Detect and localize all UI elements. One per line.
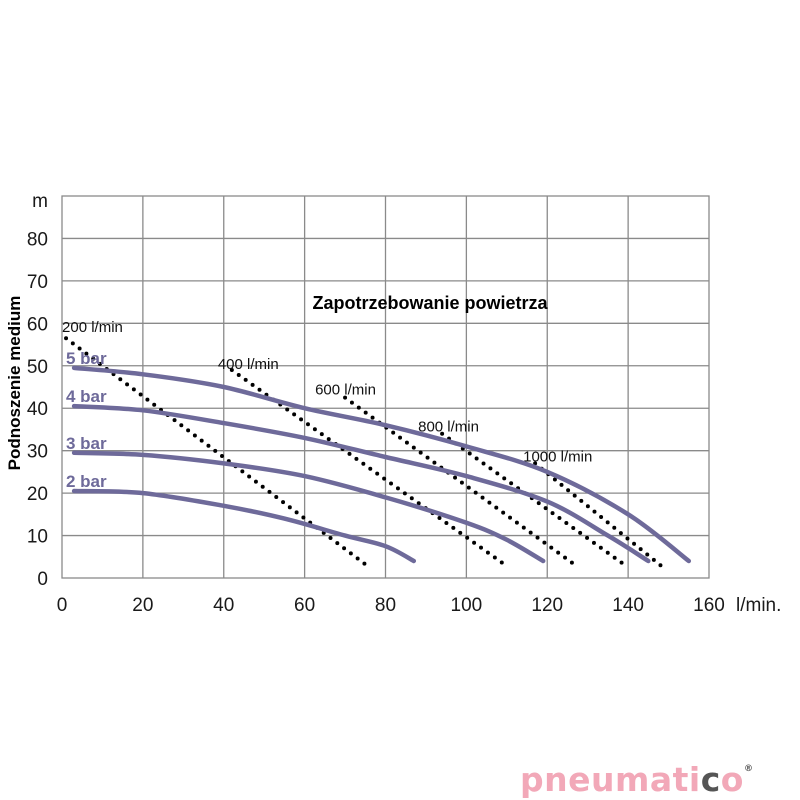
consumption-label: 600 l/min (315, 382, 376, 399)
pneumatico-logo: pneumatico® (520, 760, 753, 800)
logo-text-pneumati: pneumati (520, 760, 701, 799)
y-tick-label: 50 (27, 357, 48, 378)
pressure-curves (71, 365, 692, 564)
y-axis-ticks: 0 10 20 30 40 50 60 70 80 (27, 229, 48, 590)
x-tick-label: 160 (693, 595, 725, 616)
consumption-line-1000-l-min (533, 461, 663, 568)
y-tick-label: 0 (37, 569, 48, 590)
y-tick-label: 80 (27, 229, 48, 250)
pressure-curve-2-bar (71, 488, 417, 564)
consumption-label: 400 l/min (218, 356, 279, 373)
x-unit-label: l/min. (736, 595, 781, 616)
y-tick-label: 20 (27, 484, 48, 505)
y-tick-label: 60 (27, 314, 48, 335)
pressure-label: 2 bar (66, 472, 107, 491)
y-axis-label: Podnoszenie medium (5, 296, 24, 471)
pressure-curve-3-bar (71, 450, 546, 564)
y-tick-label: 40 (27, 399, 48, 420)
registered-mark: ® (743, 764, 754, 774)
pressure-curve-5-bar (71, 365, 692, 564)
x-tick-label: 100 (451, 595, 483, 616)
y-unit-label: m (32, 191, 48, 212)
chart-grid (61, 195, 710, 579)
x-tick-label: 20 (132, 595, 153, 616)
x-tick-label: 120 (531, 595, 563, 616)
pressure-label: 4 bar (66, 387, 107, 406)
air-consumption-lines: 200 l/min 400 l/min 600 l/min 800 l/min 1000… (62, 319, 663, 570)
pressure-curve-4-bar (71, 403, 651, 564)
consumption-label: 800 l/min (418, 419, 479, 436)
logo-text-c: c (700, 760, 721, 799)
x-tick-label: 80 (375, 595, 396, 616)
pressure-label: 3 bar (66, 434, 107, 453)
y-tick-label: 10 (27, 527, 48, 548)
logo-text-o: o (720, 760, 744, 799)
x-axis-ticks: 0 20 40 60 80 100 120 140 160 l/min. (57, 595, 782, 616)
series-labels: 5 bar 4 bar 3 bar 2 bar (66, 349, 107, 491)
x-tick-label: 40 (213, 595, 234, 616)
consumption-label: 1000 l/min (523, 448, 592, 465)
pressure-label: 5 bar (66, 349, 107, 368)
x-tick-label: 60 (294, 595, 315, 616)
y-tick-label: 30 (27, 442, 48, 463)
y-tick-label: 70 (27, 272, 48, 293)
chart-title: Zapotrzebowanie powietrza (312, 293, 548, 313)
x-tick-label: 0 (57, 595, 68, 616)
x-tick-label: 140 (612, 595, 644, 616)
consumption-line-600-l-min (343, 395, 578, 568)
consumption-label: 200 l/min (62, 319, 123, 336)
